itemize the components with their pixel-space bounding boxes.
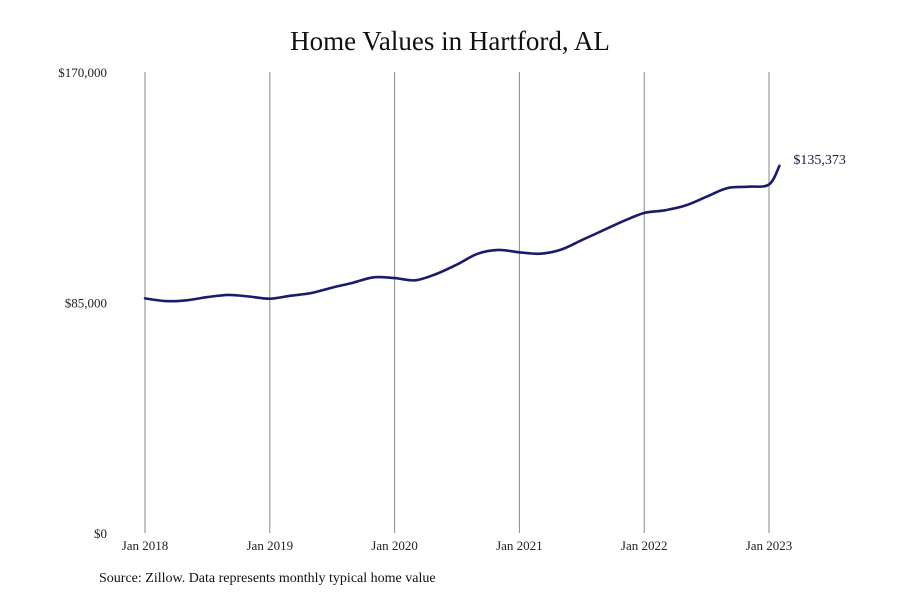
y-axis-ticks: $0 $85,000 $170,000 — [58, 65, 107, 541]
chart-title: Home Values in Hartford, AL — [290, 26, 610, 56]
x-tick-label: Jan 2022 — [621, 538, 668, 553]
x-tick-label: Jan 2018 — [122, 538, 169, 553]
series-line-layer — [143, 164, 781, 303]
y-tick-label: $170,000 — [58, 65, 107, 80]
y-tick-label: $85,000 — [65, 296, 107, 311]
x-tick-label: Jan 2021 — [496, 538, 543, 553]
y-tick-label: $0 — [94, 526, 107, 541]
gridlines — [144, 72, 770, 533]
source-note: Source: Zillow. Data represents monthly … — [99, 571, 436, 586]
end-value-label: $135,373 — [793, 153, 846, 168]
x-tick-label: Jan 2019 — [247, 538, 294, 553]
series-line — [143, 164, 781, 303]
x-tick-label: Jan 2020 — [371, 538, 418, 553]
x-tick-label: Jan 2023 — [746, 538, 793, 553]
x-axis-ticks: Jan 2018 Jan 2019 Jan 2020 Jan 2021 Jan 2022… — [122, 538, 793, 553]
